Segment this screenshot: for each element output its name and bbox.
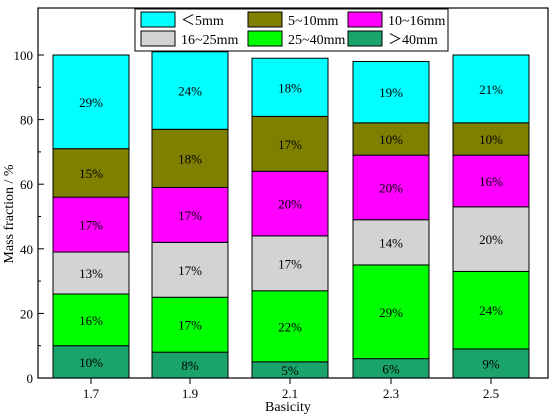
bar-value-label: 10% bbox=[79, 355, 103, 370]
bar-segment bbox=[151, 241, 229, 298]
bar-value-label: 17% bbox=[278, 256, 302, 271]
legend-label: 25~40mm bbox=[288, 33, 345, 48]
legend-swatch bbox=[347, 11, 383, 28]
legend-label: ＜5mm bbox=[181, 14, 224, 29]
bar-value-label: 24% bbox=[178, 84, 202, 99]
bar-value-label: 20% bbox=[379, 180, 403, 195]
bar-value-label: 16% bbox=[479, 174, 503, 189]
y-tick-label: 100 bbox=[14, 48, 34, 63]
x-tick-label: 1.9 bbox=[182, 386, 198, 401]
bar-value-label: 8% bbox=[181, 358, 199, 373]
bar-value-label: 17% bbox=[278, 137, 302, 152]
bar-value-label: 29% bbox=[79, 95, 103, 110]
bar-value-label: 14% bbox=[379, 235, 403, 250]
bar-value-label: 29% bbox=[379, 305, 403, 320]
bar-segment bbox=[251, 115, 329, 172]
bar-value-label: 17% bbox=[178, 208, 202, 223]
bars-layer bbox=[52, 51, 530, 379]
bar-segment bbox=[452, 348, 530, 379]
legend-label: 16~25mm bbox=[181, 33, 238, 48]
bar-value-label: 21% bbox=[479, 82, 503, 97]
bar-value-label: 16% bbox=[79, 313, 103, 328]
bar-value-label: 17% bbox=[79, 218, 103, 233]
bar-segment bbox=[52, 196, 130, 253]
bar-value-label: 24% bbox=[479, 303, 503, 318]
bar-value-label: 6% bbox=[382, 361, 400, 376]
bar-value-label: 13% bbox=[79, 266, 103, 281]
legend-label: 10~16mm bbox=[388, 14, 445, 29]
bar-value-label: 18% bbox=[178, 151, 202, 166]
bar-segment bbox=[352, 154, 430, 221]
bar-segment bbox=[352, 60, 430, 124]
legend-swatch bbox=[247, 11, 283, 28]
x-tick-label: 2.5 bbox=[483, 386, 499, 401]
bar-value-label: 19% bbox=[379, 85, 403, 100]
y-tick-label: 80 bbox=[20, 113, 33, 128]
bar-segment bbox=[52, 293, 130, 347]
bar-value-label: 15% bbox=[79, 166, 103, 181]
bar-labels-layer: 10% 16% 13% 17% 15% 29% 8% 17% 17% 17% 18% 24% 5% 22%… bbox=[79, 80, 503, 378]
bar-value-label: 17% bbox=[178, 318, 202, 333]
bar-value-label: 18% bbox=[278, 80, 302, 95]
x-tick-label: 2.1 bbox=[282, 386, 298, 401]
bar-segment bbox=[52, 54, 130, 150]
bar-value-label: 5% bbox=[281, 363, 299, 378]
x-tick-label: 1.7 bbox=[83, 386, 100, 401]
legend-swatch bbox=[140, 11, 176, 28]
y-tick-label: 20 bbox=[20, 306, 33, 321]
bar-segment bbox=[251, 235, 329, 292]
bar-segment bbox=[151, 296, 229, 353]
bar-value-label: 20% bbox=[479, 232, 503, 247]
legend-swatch bbox=[347, 30, 383, 47]
x-tick-label: 2.3 bbox=[383, 386, 399, 401]
plot-frame bbox=[37, 7, 549, 379]
bar-segment bbox=[352, 219, 430, 266]
legend-label: 5~10mm bbox=[288, 14, 338, 29]
bar-segment bbox=[52, 345, 130, 379]
y-axis: 0 20 40 60 80 100 bbox=[14, 48, 44, 386]
legend: ＜5mm 5~10mm 10~16mm 16~25mm 25~40mm ＞40mm bbox=[134, 8, 449, 52]
legend-swatch bbox=[140, 30, 176, 47]
bar-value-label: 17% bbox=[178, 263, 202, 278]
bar-segment bbox=[151, 51, 229, 130]
bar-segment bbox=[151, 186, 229, 243]
bar-segment bbox=[452, 54, 530, 124]
bar-segment bbox=[251, 290, 329, 363]
bar-value-label: 9% bbox=[482, 356, 500, 371]
bar-segment bbox=[151, 128, 229, 188]
y-tick-label: 40 bbox=[20, 242, 33, 257]
bar-segment bbox=[52, 148, 130, 198]
y-axis-title: Mass fraction / % bbox=[2, 164, 17, 263]
bar-segment bbox=[251, 57, 329, 117]
bar-segment bbox=[452, 154, 530, 208]
bar-value-label: 20% bbox=[278, 197, 302, 212]
bar-value-label: 10% bbox=[379, 132, 403, 147]
x-axis-title: Basicity bbox=[265, 400, 311, 415]
bar-segment bbox=[452, 206, 530, 272]
bar-segment bbox=[251, 170, 329, 237]
legend-swatch bbox=[247, 30, 283, 47]
bar-value-label: 10% bbox=[479, 132, 503, 147]
x-axis: 1.7 1.9 2.1 2.3 2.5 bbox=[83, 378, 499, 401]
y-tick-label: 0 bbox=[27, 371, 34, 386]
bar-segment bbox=[352, 122, 430, 156]
y-tick-label: 60 bbox=[20, 177, 33, 192]
legend-box bbox=[134, 8, 449, 52]
legend-label: ＞40mm bbox=[388, 33, 438, 48]
bar-value-label: 22% bbox=[278, 319, 302, 334]
